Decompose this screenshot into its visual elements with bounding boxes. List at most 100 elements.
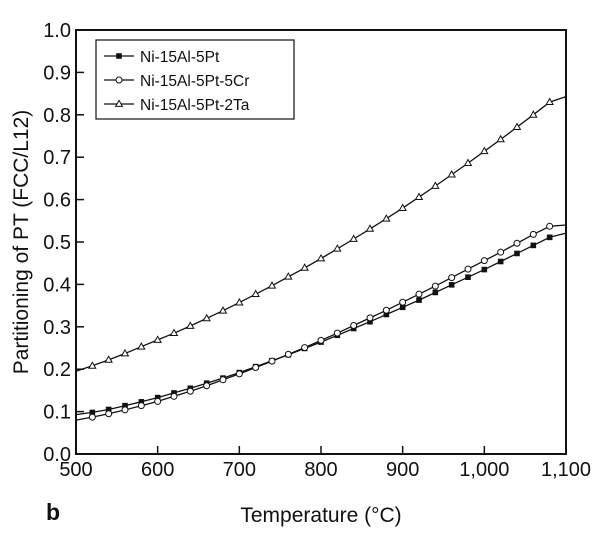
marker-square (546, 234, 553, 241)
x-tick-label: 1,000 (459, 459, 509, 481)
marker-square (514, 250, 520, 257)
marker-triangle (463, 158, 473, 167)
y-tick-label: 0.0 (43, 444, 71, 466)
series-line (75, 95, 567, 372)
marker-circle (203, 382, 211, 390)
marker-circle (115, 76, 123, 84)
x-axis-title: Temperature (°C) (240, 504, 401, 527)
marker-triangle (512, 122, 522, 130)
y-tick-label: 1.0 (43, 20, 71, 42)
marker-triangle (114, 99, 124, 107)
legend-label: Ni-15Al-5Pt-5Cr (140, 73, 249, 90)
marker-circle (382, 306, 390, 314)
marker-square (89, 409, 96, 416)
marker-triangle (333, 244, 342, 252)
marker-circle (333, 329, 341, 337)
legend-label: Ni-15Al-5Pt (140, 49, 220, 66)
x-tick-label: 500 (59, 459, 92, 481)
marker-triangle (104, 355, 113, 363)
marker-square (432, 289, 439, 296)
marker-square (416, 297, 422, 303)
marker-triangle (235, 298, 244, 306)
marker-square (138, 399, 145, 405)
marker-circle (252, 364, 260, 372)
marker-circle (431, 282, 439, 290)
marker-square (481, 266, 488, 273)
marker-triangle (137, 342, 146, 350)
marker-square (497, 258, 504, 265)
marker-circle (121, 406, 129, 414)
marker-circle (301, 344, 309, 352)
marker-square (154, 394, 161, 401)
marker-square (383, 311, 390, 318)
x-tick-label: 1,100 (541, 459, 591, 481)
marker-triangle (186, 321, 195, 329)
marker-circle (415, 290, 423, 298)
marker-triangle (545, 97, 554, 105)
y-axis-title: Partitioning of PT (FCC/L12) (10, 110, 33, 375)
y-tick-label: 0.2 (43, 359, 71, 381)
marker-triangle (349, 234, 358, 242)
marker-circle (268, 357, 276, 365)
x-tick-label: 700 (223, 459, 256, 481)
marker-triangle (529, 110, 538, 118)
marker-triangle (169, 328, 179, 337)
panel-label: b (46, 499, 60, 525)
marker-triangle (153, 335, 162, 343)
y-tick-label: 0.9 (43, 62, 71, 84)
marker-circle (366, 314, 374, 322)
marker-circle (464, 265, 472, 273)
marker-circle (399, 298, 407, 306)
series-Ni-15Al-5Pt-2Ta (75, 95, 567, 372)
marker-circle (137, 402, 145, 410)
marker-triangle (316, 253, 326, 262)
marker-square (465, 274, 471, 280)
marker-triangle (251, 289, 260, 298)
x-tick-label: 800 (304, 459, 337, 481)
marker-circle (235, 370, 243, 378)
marker-triangle (431, 181, 440, 189)
plot-frame (75, 29, 567, 455)
marker-circle (88, 413, 96, 421)
marker-triangle (398, 203, 407, 211)
marker-square (448, 282, 455, 288)
marker-circle (170, 392, 178, 400)
marker-circle (186, 387, 194, 395)
y-tick-label: 0.1 (43, 402, 71, 424)
marker-triangle (480, 146, 489, 155)
marker-square (367, 318, 373, 325)
marker-circle (317, 336, 325, 344)
marker-triangle (414, 192, 424, 200)
marker-circle (284, 350, 292, 358)
marker-triangle (218, 306, 228, 314)
axis-ticks: 500 600 700 800 900 1,000 1,100 0.0 0.1 0.2 0.3 0.4… (43, 20, 591, 481)
y-tick-label: 0.5 (43, 232, 71, 254)
y-tick-label: 0.6 (43, 190, 71, 212)
y-tick-label: 0.7 (43, 147, 71, 169)
marker-circle (219, 376, 227, 384)
marker-circle (546, 222, 554, 230)
marker-square (105, 406, 112, 413)
x-tick-label: 600 (141, 459, 174, 481)
x-tick-label: 900 (386, 459, 419, 481)
marker-triangle (202, 313, 211, 322)
marker-square (122, 402, 128, 409)
marker-square (530, 242, 537, 249)
marker-circle (154, 397, 162, 405)
y-tick-label: 0.4 (43, 274, 71, 296)
marker-triangle (447, 169, 456, 178)
marker-circle (513, 239, 521, 247)
marker-circle (529, 230, 537, 238)
legend-label: Ni-15Al-5Pt-2Ta (140, 97, 250, 114)
marker-triangle (300, 263, 309, 271)
marker-triangle (496, 134, 505, 143)
legend: Ni-15Al-5Pt Ni-15Al-5Pt-5Cr Ni-15Al-5Pt-2T… (95, 39, 295, 120)
series-Ni-15Al-5Pt-5Cr (75, 222, 567, 421)
marker-triangle (267, 281, 277, 289)
y-tick-label: 0.8 (43, 105, 71, 127)
marker-circle (448, 274, 456, 282)
marker-square (399, 304, 406, 311)
marker-triangle (382, 214, 391, 222)
marker-triangle (120, 348, 130, 357)
